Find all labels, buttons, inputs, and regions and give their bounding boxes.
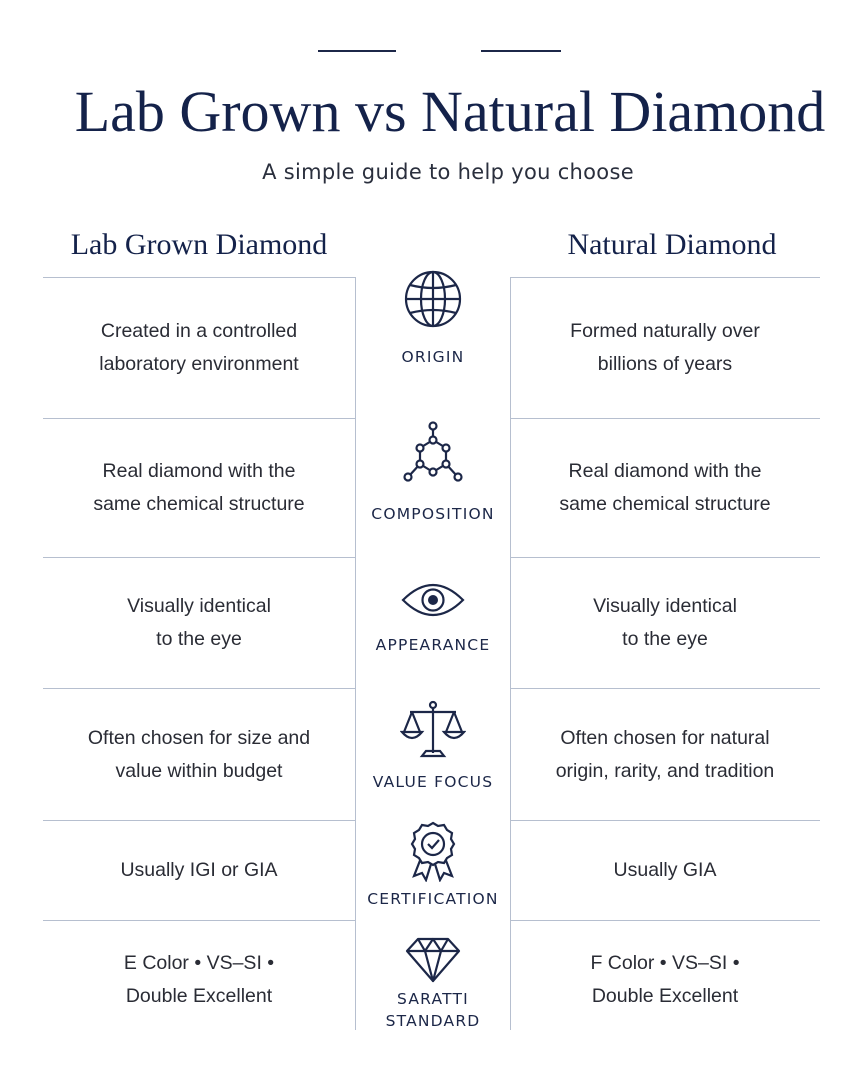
diamond-icon (405, 937, 461, 983)
saratti-standard-category: SARATTI STANDARD (356, 936, 510, 1032)
column-divider-left (355, 277, 356, 1030)
composition-category: COMPOSITION (356, 420, 510, 525)
saratti-standard-lab-cell: E Color • VS–SI • Double Excellent (123, 952, 275, 1007)
row-divider (43, 277, 355, 278)
row-divider (510, 277, 820, 278)
value-focus-category: VALUE FOCUS (356, 700, 510, 793)
appearance-category: APPEARANCE (356, 578, 510, 656)
appearance-natural-cell: Visually identical to the eye (593, 595, 737, 650)
saratti-standard-label: SARATTI STANDARD (385, 990, 481, 1030)
decorative-line-left (318, 50, 396, 52)
appearance-lab-cell: Visually identical to the eye (127, 595, 271, 650)
column-divider-right (510, 277, 511, 1030)
row-divider (43, 688, 355, 689)
composition-lab-cell: Real diamond with the same chemical stru… (93, 460, 305, 515)
certificate-badge-icon (410, 821, 456, 882)
column-heading-natural: Natural Diamond (567, 228, 777, 261)
composition-natural-cell: Real diamond with the same chemical stru… (559, 460, 771, 515)
origin-label: ORIGIN (401, 348, 465, 366)
saratti-standard-natural-cell: F Color • VS–SI • Double Excellent (590, 952, 740, 1007)
value-focus-natural-cell: Often chosen for natural origin, rarity,… (555, 726, 775, 782)
row-divider (43, 418, 355, 419)
certification-lab-cell: Usually IGI or GIA (120, 859, 278, 881)
column-heading-lab-grown: Lab Grown Diamond (70, 228, 328, 261)
row-divider (510, 688, 820, 689)
page-subtitle: A simple guide to help you choose (262, 160, 634, 184)
certification-natural-cell: Usually GIA (613, 859, 717, 881)
origin-lab-cell: Created in a controlled laboratory envir… (99, 320, 299, 375)
row-divider (43, 920, 355, 921)
composition-label: COMPOSITION (371, 505, 495, 523)
origin-category: ORIGIN (356, 268, 510, 368)
eye-icon (401, 584, 465, 616)
page-title: Lab Grown vs Natural Diamond (74, 79, 826, 144)
row-divider (510, 557, 820, 558)
certification-label: CERTIFICATION (367, 890, 499, 908)
globe-icon (404, 270, 462, 328)
value-focus-lab-cell: Often chosen for size and value within b… (87, 726, 311, 782)
scale-icon (400, 700, 466, 758)
row-divider (43, 557, 355, 558)
certification-category: CERTIFICATION (356, 820, 510, 910)
decorative-line-right (481, 50, 561, 52)
row-divider (43, 820, 355, 821)
row-divider (510, 820, 820, 821)
value-focus-label: VALUE FOCUS (372, 773, 494, 791)
origin-natural-cell: Formed naturally over billions of years (570, 320, 760, 375)
appearance-label: APPEARANCE (375, 636, 491, 654)
row-divider (510, 418, 820, 419)
row-divider (510, 920, 820, 921)
molecule-icon (403, 421, 463, 482)
